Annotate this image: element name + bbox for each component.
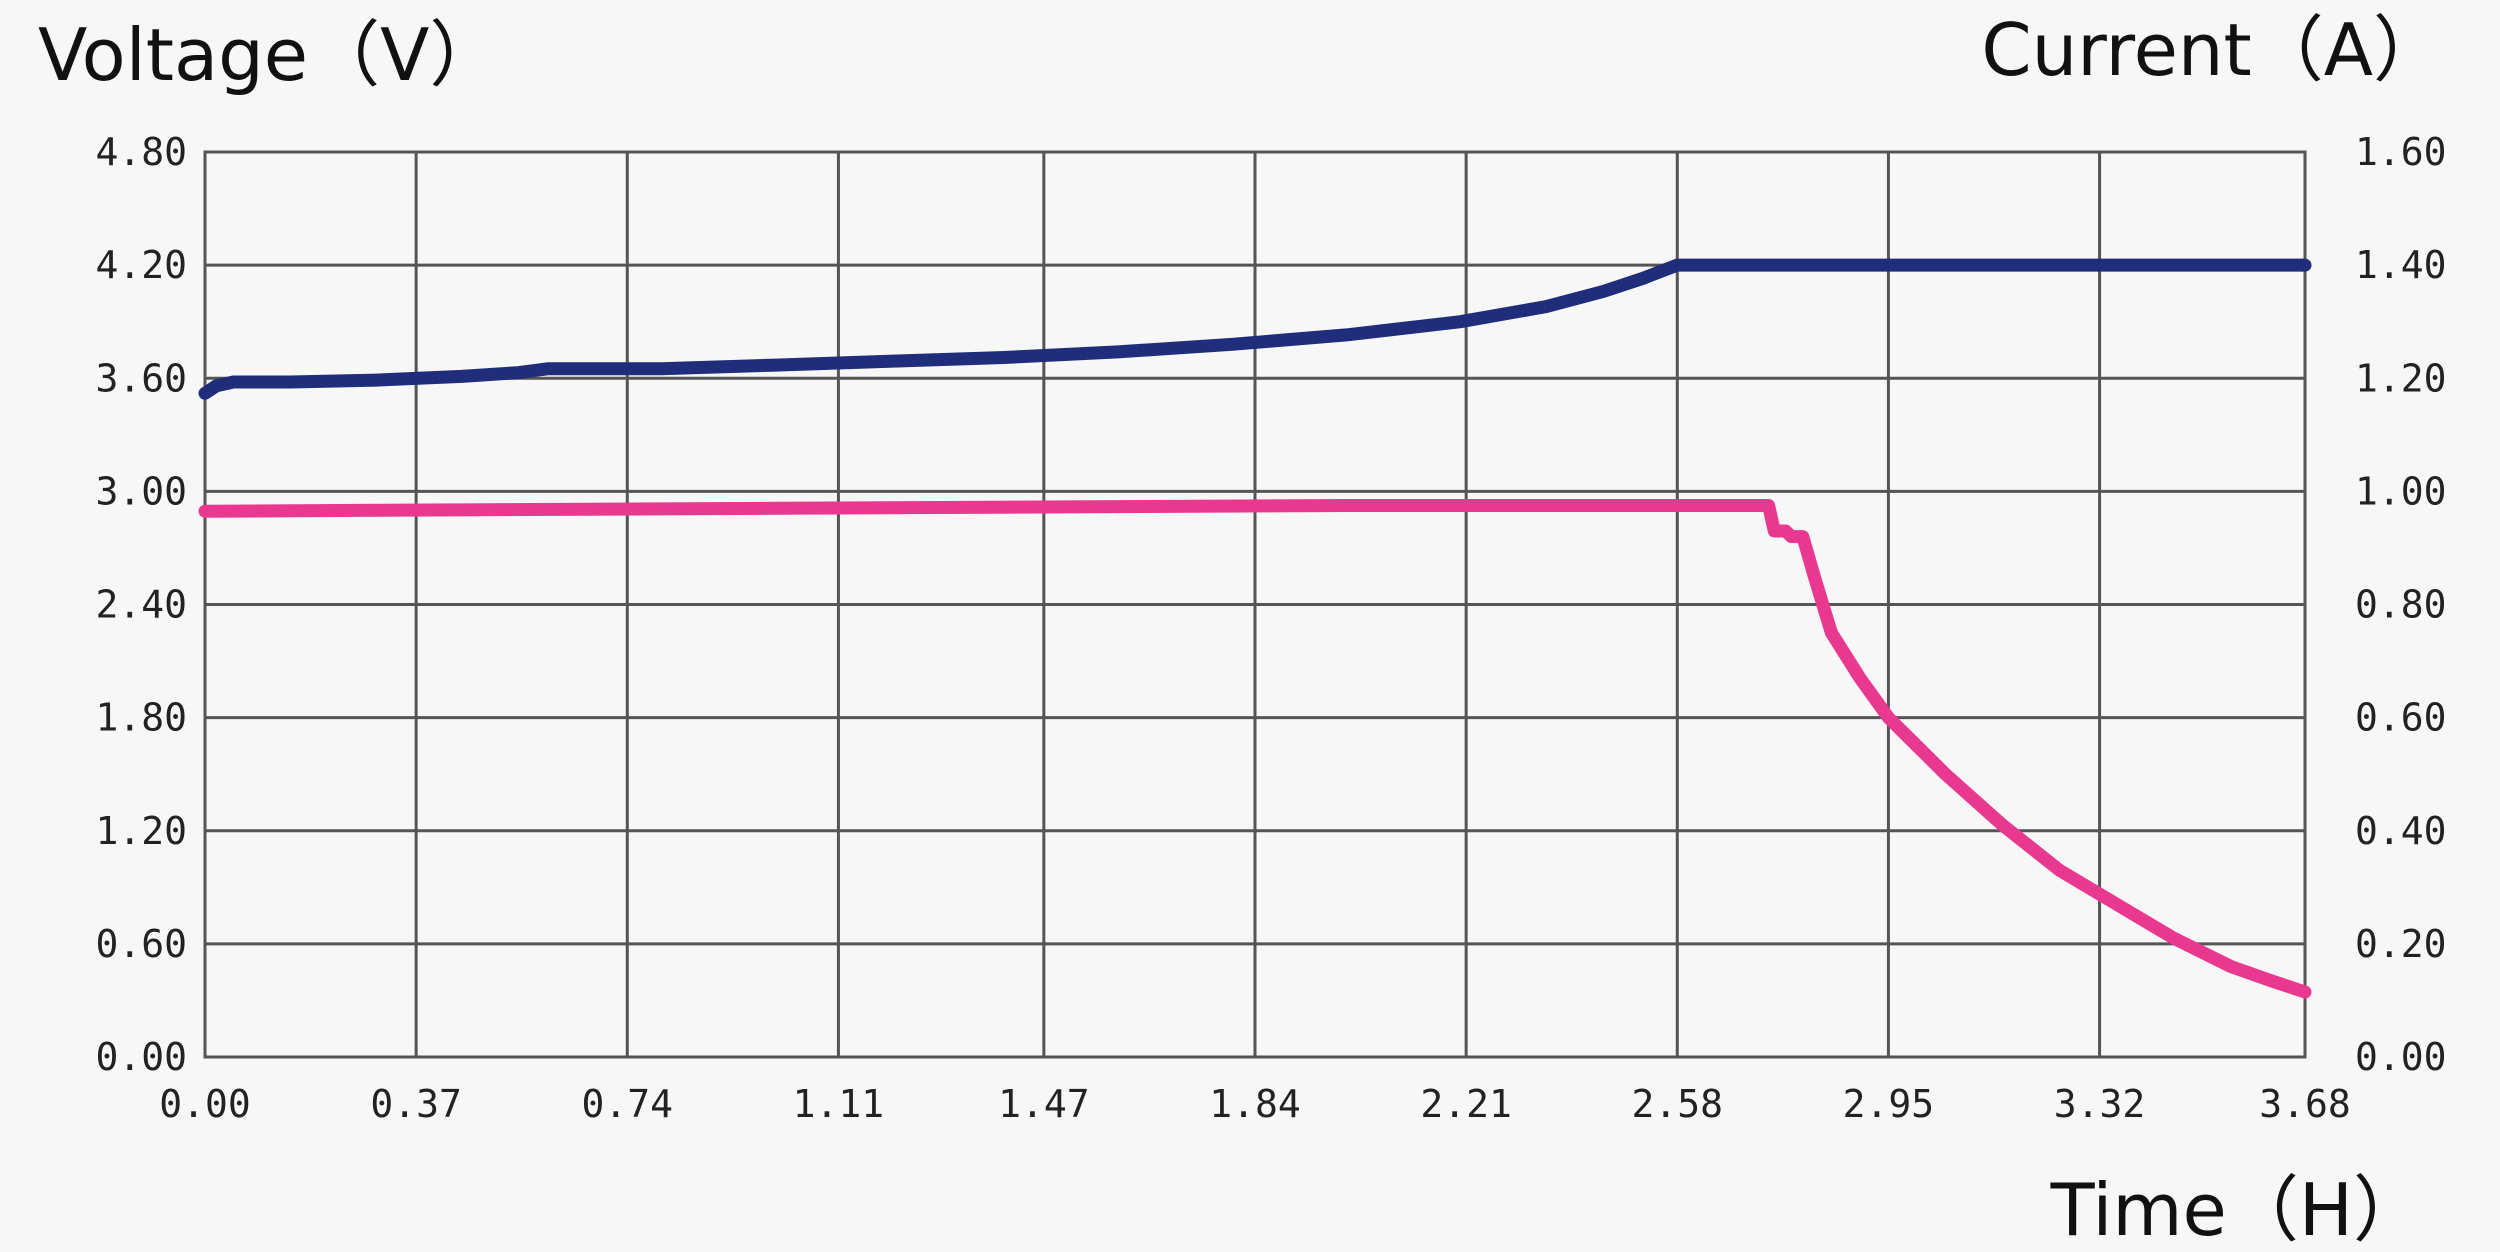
x-tick-label: 1.11 <box>793 1082 885 1126</box>
x-tick-label: 2.58 <box>1632 1082 1724 1126</box>
x-tick-label: 3.32 <box>2054 1082 2146 1126</box>
y-right-tick-label: 1.20 <box>2355 356 2447 400</box>
x-axis-title: Time（H） <box>2050 1168 2425 1252</box>
y-right-axis-title: Current（A） <box>1981 8 2445 92</box>
x-tick-label: 0.37 <box>370 1082 462 1126</box>
grid-lines <box>205 152 2305 1057</box>
y-left-tick-label: 0.60 <box>95 922 187 966</box>
tick-labels: 0.00 0.37 0.74 1.11 1.47 1.84 2.21 2.58 2.95 3.32… <box>95 130 2446 1126</box>
x-tick-label: 1.47 <box>998 1082 1090 1126</box>
y-right-tick-label: 1.00 <box>2355 469 2447 513</box>
series-lines <box>198 258 2312 999</box>
y-right-tick-label: 0.80 <box>2355 583 2447 627</box>
y-left-tick-label: 1.20 <box>95 809 187 853</box>
y-left-tick-label: 3.00 <box>95 469 187 513</box>
y-right-tick-label: 1.40 <box>2355 243 2447 287</box>
plot-frame <box>203 150 2307 1059</box>
y-right-tick-label: 0.20 <box>2355 922 2447 966</box>
y-right-tick-label: 0.00 <box>2355 1035 2447 1079</box>
y-left-tick-label: 4.20 <box>95 243 187 287</box>
y-left-tick-label: 4.80 <box>95 130 187 174</box>
x-tick-label: 0.00 <box>159 1082 251 1126</box>
y-left-tick-label: 2.40 <box>95 583 187 627</box>
x-tick-label: 0.74 <box>582 1082 674 1126</box>
y-left-tick-label: 3.60 <box>95 356 187 400</box>
x-tick-label: 2.95 <box>1843 1082 1935 1126</box>
x-tick-label: 1.84 <box>1209 1082 1301 1126</box>
voltage-series-line <box>198 258 2312 400</box>
current-series-line <box>198 499 2312 999</box>
x-tick-label: 2.21 <box>1420 1082 1512 1126</box>
y-right-tick-label: 0.60 <box>2355 696 2447 740</box>
y-right-tick-label: 1.60 <box>2355 130 2447 174</box>
x-tick-label: 3.68 <box>2259 1082 2351 1126</box>
y-left-axis-title: Voltage（V） <box>38 13 501 97</box>
y-right-tick-label: 0.40 <box>2355 809 2447 853</box>
y-left-tick-label: 0.00 <box>95 1035 187 1079</box>
y-left-tick-label: 1.80 <box>95 696 187 740</box>
